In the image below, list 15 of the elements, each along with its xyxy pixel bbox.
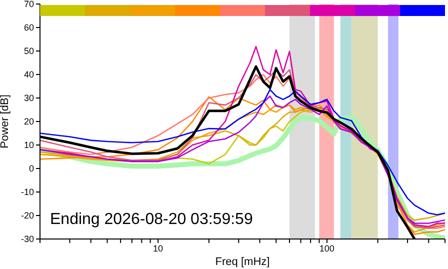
y-tick-label: 20 [24, 116, 34, 127]
y-tick-label: 10 [24, 140, 34, 150]
y-tick-label: 0 [28, 164, 34, 174]
y-tick-label: 40 [24, 70, 34, 80]
y-tick-label: -20 [20, 210, 34, 221]
x-axis-title: Freq [mHz] [215, 256, 270, 268]
y-tick-label: -10 [20, 187, 34, 198]
y-tick-label: -30 [20, 234, 34, 244]
y-tick-label: 60 [24, 22, 34, 33]
annotation: Ending 2026-08-20 03:59:59 [50, 211, 253, 229]
y-axis-title: Power [dB] [0, 94, 11, 148]
x-tick-label: 100 [319, 243, 334, 254]
y-tick-label: 70 [24, 0, 34, 10]
y-tick-label: 30 [24, 93, 34, 104]
y-tick-label: 50 [24, 46, 34, 56]
